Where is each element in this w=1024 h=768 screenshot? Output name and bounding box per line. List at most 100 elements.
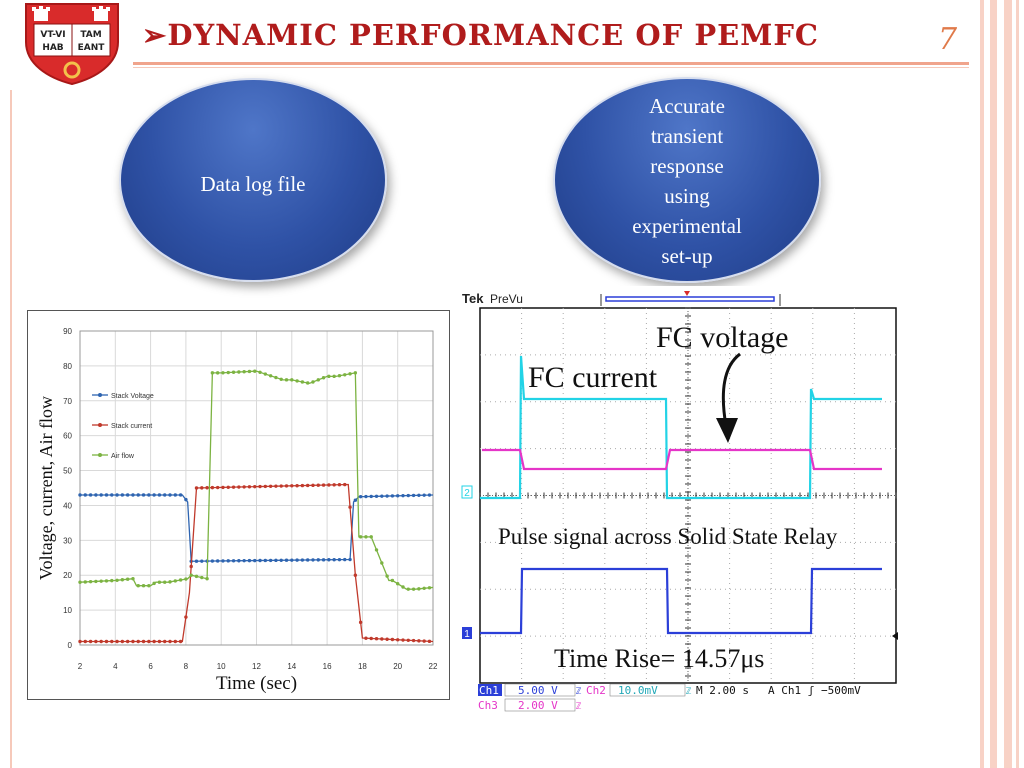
y-tick-label: 20 bbox=[63, 571, 72, 580]
data-point bbox=[173, 579, 178, 583]
data-point bbox=[348, 557, 352, 562]
data-point bbox=[226, 559, 230, 563]
data-point bbox=[427, 639, 432, 644]
data-point bbox=[268, 484, 273, 488]
data-point bbox=[390, 578, 395, 583]
data-point bbox=[237, 559, 241, 563]
ch2-coupling: ℤ bbox=[686, 687, 692, 697]
data-point bbox=[120, 493, 125, 497]
data-point bbox=[242, 558, 246, 563]
data-point bbox=[417, 587, 421, 591]
data-point bbox=[110, 493, 114, 497]
data-point bbox=[168, 493, 172, 497]
data-point bbox=[226, 370, 230, 375]
x-tick-label: 12 bbox=[252, 662, 261, 671]
data-point bbox=[247, 485, 252, 489]
data-point bbox=[125, 493, 130, 497]
data-point bbox=[120, 578, 125, 582]
data-point bbox=[374, 637, 379, 641]
data-point bbox=[327, 483, 331, 487]
data-point bbox=[78, 580, 82, 584]
data-point bbox=[364, 494, 368, 499]
data-point bbox=[94, 579, 98, 584]
data-point bbox=[411, 638, 416, 643]
data-point bbox=[194, 574, 199, 579]
data-point bbox=[337, 557, 342, 562]
data-point bbox=[189, 573, 193, 577]
data-point bbox=[300, 483, 305, 488]
data-point bbox=[231, 370, 236, 374]
x-tick-label: 2 bbox=[78, 662, 83, 671]
data-point bbox=[427, 493, 432, 497]
data-point bbox=[422, 639, 426, 643]
data-point bbox=[290, 378, 294, 382]
data-point bbox=[131, 639, 135, 644]
data-point bbox=[110, 578, 114, 583]
data-point bbox=[136, 583, 140, 588]
data-point bbox=[242, 370, 246, 374]
data-point bbox=[221, 485, 225, 490]
data-point bbox=[268, 374, 273, 378]
data-point bbox=[136, 493, 140, 497]
ch3-name: Ch3 bbox=[478, 699, 498, 712]
data-point bbox=[311, 558, 315, 562]
x-tick-label: 4 bbox=[113, 662, 118, 671]
data-point bbox=[295, 558, 299, 562]
ch2-marker: 2 bbox=[464, 488, 470, 499]
data-point bbox=[178, 493, 183, 497]
pulse-signal-trace bbox=[480, 567, 882, 635]
data-point bbox=[417, 493, 421, 498]
data-point bbox=[115, 639, 119, 644]
x-tick-label: 22 bbox=[429, 662, 438, 671]
data-point bbox=[253, 484, 257, 489]
data-point bbox=[311, 380, 315, 384]
slide-title: ➢Dynamic performance of PEMFC bbox=[142, 18, 819, 52]
data-point bbox=[300, 558, 305, 562]
transient-response-bubble: Accurate transient response using experi… bbox=[553, 77, 821, 283]
x-tick-label: 20 bbox=[393, 662, 402, 671]
data-point bbox=[189, 564, 193, 569]
logo-text-3: HAB bbox=[42, 43, 63, 53]
ch1-scale: 5.00 V bbox=[518, 684, 558, 697]
data-point bbox=[263, 484, 268, 489]
y-tick-label: 0 bbox=[68, 641, 73, 650]
legend-swatch-marker bbox=[98, 423, 102, 427]
legend-label: Stack Voltage bbox=[111, 393, 154, 400]
data-point bbox=[401, 493, 405, 498]
data-point bbox=[99, 493, 103, 497]
data-point bbox=[152, 493, 156, 497]
data-log-bubble: Data log file bbox=[119, 78, 387, 282]
data-point bbox=[226, 485, 230, 489]
y-tick-label: 80 bbox=[63, 362, 72, 371]
x-tick-label: 6 bbox=[148, 662, 153, 671]
data-point bbox=[290, 558, 294, 562]
data-point bbox=[88, 579, 93, 584]
data-point bbox=[94, 493, 98, 497]
data-point bbox=[401, 638, 405, 642]
data-point bbox=[194, 559, 199, 563]
data-point bbox=[358, 620, 363, 625]
data-point bbox=[242, 485, 246, 489]
fc-voltage-trace bbox=[482, 448, 882, 471]
data-point bbox=[353, 573, 358, 577]
data-point bbox=[422, 586, 426, 591]
x-tick-label: 14 bbox=[287, 662, 296, 671]
ch1-coupling: ℤ bbox=[576, 687, 582, 697]
data-point bbox=[200, 486, 204, 490]
title-underline-thin bbox=[133, 67, 969, 68]
data-point bbox=[115, 493, 119, 497]
data-point bbox=[110, 639, 114, 644]
data-point bbox=[279, 377, 283, 381]
record-view-bar bbox=[600, 291, 781, 306]
data-point bbox=[215, 559, 220, 563]
title-bullet: ➢ bbox=[142, 18, 168, 52]
data-point bbox=[99, 579, 103, 583]
data-point bbox=[321, 376, 326, 380]
data-point bbox=[327, 374, 331, 379]
data-point bbox=[173, 493, 178, 497]
data-point bbox=[157, 639, 162, 644]
data-point bbox=[125, 639, 130, 644]
data-point bbox=[120, 639, 125, 644]
data-point bbox=[321, 483, 326, 487]
time-division: M 2.00 s bbox=[696, 684, 749, 697]
